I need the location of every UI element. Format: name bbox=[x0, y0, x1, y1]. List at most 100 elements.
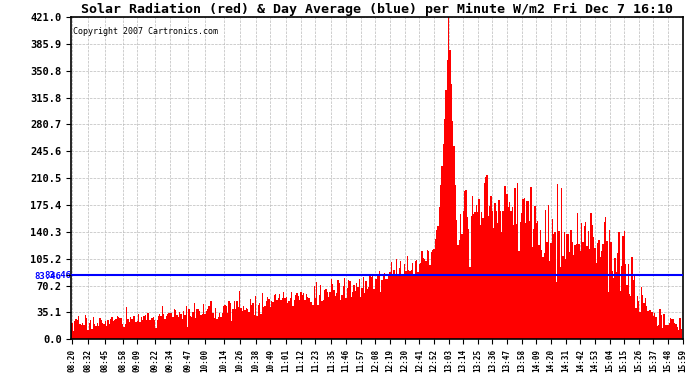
Bar bbox=[392, 276, 393, 339]
Bar bbox=[528, 201, 529, 339]
Bar bbox=[375, 279, 376, 339]
Bar bbox=[152, 316, 154, 339]
Bar bbox=[456, 220, 457, 339]
Bar bbox=[564, 232, 565, 339]
Bar bbox=[644, 298, 646, 339]
Bar bbox=[465, 190, 466, 339]
Bar bbox=[451, 84, 452, 339]
Bar bbox=[666, 325, 667, 339]
Bar bbox=[316, 282, 317, 339]
Bar bbox=[425, 261, 426, 339]
Bar bbox=[323, 300, 324, 339]
Bar bbox=[166, 316, 167, 339]
Bar bbox=[260, 314, 262, 339]
Bar bbox=[614, 258, 615, 339]
Bar bbox=[251, 305, 253, 339]
Bar bbox=[676, 324, 677, 339]
Bar bbox=[534, 206, 535, 339]
Bar bbox=[122, 324, 124, 339]
Bar bbox=[342, 295, 343, 339]
Bar bbox=[402, 275, 403, 339]
Bar bbox=[106, 326, 107, 339]
Bar bbox=[107, 320, 108, 339]
Bar bbox=[416, 260, 417, 339]
Bar bbox=[637, 297, 638, 339]
Bar bbox=[548, 205, 549, 339]
Bar bbox=[506, 194, 508, 339]
Bar bbox=[333, 291, 335, 339]
Bar bbox=[270, 307, 271, 339]
Bar bbox=[481, 212, 482, 339]
Bar bbox=[132, 316, 134, 339]
Bar bbox=[349, 281, 351, 339]
Bar bbox=[327, 292, 328, 339]
Bar bbox=[220, 317, 221, 339]
Bar bbox=[671, 319, 673, 339]
Bar bbox=[79, 324, 81, 339]
Bar bbox=[566, 234, 568, 339]
Bar bbox=[170, 313, 171, 339]
Bar bbox=[466, 217, 468, 339]
Bar bbox=[429, 265, 431, 339]
Bar bbox=[253, 303, 254, 339]
Bar bbox=[299, 300, 300, 339]
Bar bbox=[573, 255, 574, 339]
Bar bbox=[558, 231, 560, 339]
Bar bbox=[291, 292, 293, 339]
Bar bbox=[650, 309, 651, 339]
Bar bbox=[578, 244, 580, 339]
Bar bbox=[661, 315, 662, 339]
Bar bbox=[544, 253, 545, 339]
Bar bbox=[159, 315, 161, 339]
Bar bbox=[574, 244, 575, 339]
Bar bbox=[95, 326, 97, 339]
Bar bbox=[101, 320, 102, 339]
Bar bbox=[331, 279, 332, 339]
Bar bbox=[127, 319, 128, 339]
Bar bbox=[161, 316, 162, 339]
Bar bbox=[221, 314, 223, 339]
Bar bbox=[77, 320, 78, 339]
Bar bbox=[112, 321, 114, 339]
Bar bbox=[110, 320, 111, 339]
Bar bbox=[649, 310, 650, 339]
Bar bbox=[482, 219, 484, 339]
Bar bbox=[187, 327, 188, 339]
Bar bbox=[551, 243, 552, 339]
Bar bbox=[283, 292, 284, 339]
Bar bbox=[492, 211, 493, 339]
Bar bbox=[86, 318, 88, 339]
Bar bbox=[347, 288, 348, 339]
Bar bbox=[513, 225, 515, 339]
Bar bbox=[111, 317, 112, 339]
Bar bbox=[191, 318, 193, 339]
Bar bbox=[437, 226, 439, 339]
Bar bbox=[520, 222, 521, 339]
Bar bbox=[473, 213, 475, 339]
Bar bbox=[105, 321, 106, 339]
Bar bbox=[181, 318, 183, 339]
Bar bbox=[597, 243, 598, 339]
Bar bbox=[445, 90, 446, 339]
Bar bbox=[591, 225, 593, 339]
Bar bbox=[108, 324, 110, 339]
Bar bbox=[234, 302, 235, 339]
Bar bbox=[137, 321, 138, 339]
Bar bbox=[102, 323, 103, 339]
Bar bbox=[611, 271, 613, 339]
Bar bbox=[382, 280, 383, 339]
Bar bbox=[163, 314, 164, 339]
Bar bbox=[352, 292, 353, 339]
Bar bbox=[231, 321, 233, 339]
Bar bbox=[677, 327, 678, 339]
Bar bbox=[554, 232, 555, 339]
Bar bbox=[99, 318, 101, 339]
Bar bbox=[405, 271, 406, 339]
Bar bbox=[553, 234, 554, 339]
Bar bbox=[227, 313, 228, 339]
Bar bbox=[538, 245, 540, 339]
Bar bbox=[457, 245, 459, 339]
Bar bbox=[413, 276, 415, 339]
Bar bbox=[174, 309, 175, 339]
Bar bbox=[175, 310, 177, 339]
